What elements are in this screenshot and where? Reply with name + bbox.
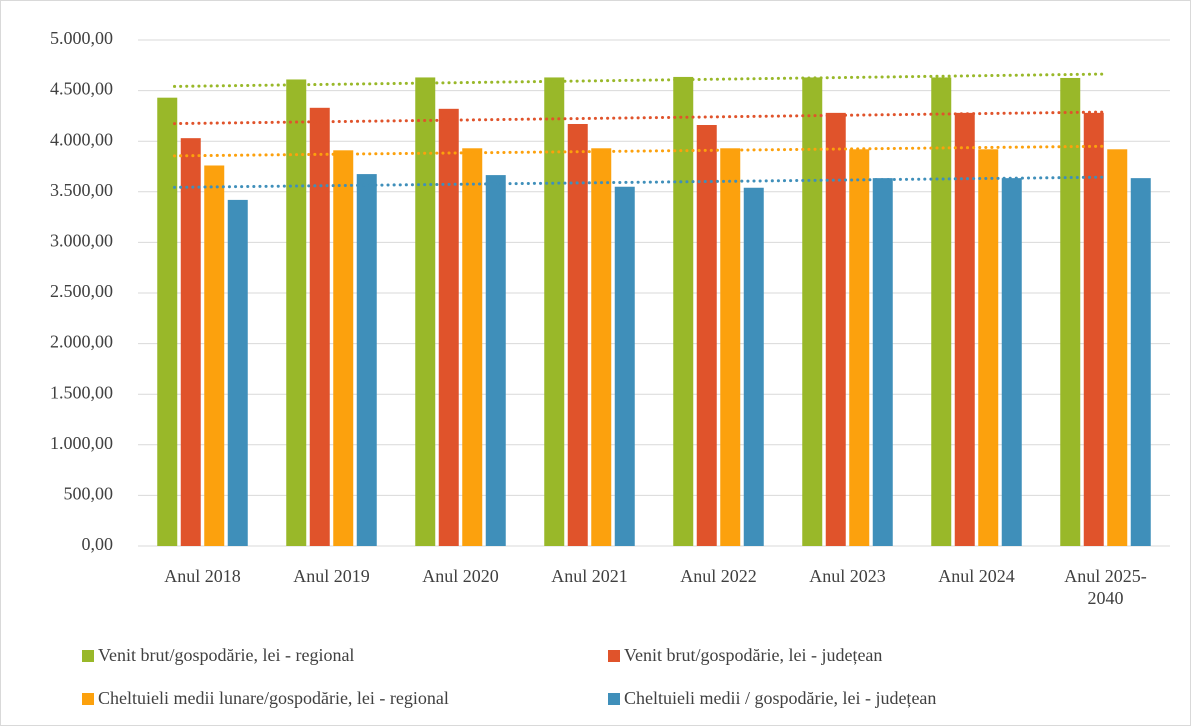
bar	[802, 77, 823, 546]
bar	[931, 77, 952, 546]
y-tick-label: 3.500,00	[50, 180, 113, 200]
bar	[978, 149, 999, 546]
bar	[333, 150, 354, 547]
y-tick-label: 2.500,00	[50, 281, 113, 301]
trendline	[173, 72, 1107, 88]
y-tick-label: 0,00	[82, 534, 114, 554]
legend-label: Cheltuieli medii lunare/gospodărie, lei …	[98, 688, 449, 708]
legend-swatch	[82, 649, 94, 662]
y-tick-label: 4.500,00	[50, 79, 113, 99]
x-tick-label: Anul 2021	[551, 566, 628, 586]
x-tick-label: Anul 2024	[938, 566, 1015, 586]
bar	[567, 123, 588, 546]
legend-label: Cheltuieli medii / gospodărie, lei - jud…	[624, 688, 937, 708]
bar	[204, 165, 225, 546]
bar	[673, 76, 694, 547]
bar	[720, 148, 741, 546]
bar	[415, 77, 436, 546]
trendline	[173, 175, 1107, 189]
x-tick-label: Anul 2020	[422, 566, 499, 586]
legend-item: Cheltuieli medii lunare/gospodărie, lei …	[82, 688, 449, 709]
bar	[954, 112, 975, 546]
x-tick-label: Anul 2022	[680, 566, 757, 586]
legend-item: Venit brut/gospodărie, lei - regional	[82, 645, 354, 666]
x-tick-label: Anul 2025-2040	[1064, 566, 1147, 608]
legend-swatch	[82, 692, 94, 705]
bar	[1001, 178, 1022, 546]
y-tick-label: 5.000,00	[50, 28, 113, 48]
legend-item: Cheltuieli medii / gospodărie, lei - jud…	[608, 688, 936, 709]
bar	[485, 175, 506, 547]
legend-item: Venit brut/gospodărie, lei - județean	[608, 645, 882, 666]
trendline	[173, 110, 1107, 126]
bar	[591, 148, 612, 546]
bar	[872, 178, 893, 546]
bar	[696, 125, 717, 547]
legend-swatch	[608, 649, 620, 662]
bar	[1107, 149, 1128, 546]
bar	[1130, 178, 1151, 546]
legend-label: Venit brut/gospodărie, lei - regional	[98, 645, 355, 665]
bar	[356, 174, 377, 546]
bar	[1083, 112, 1104, 546]
bar	[614, 186, 635, 547]
bar	[180, 138, 201, 546]
bar	[227, 199, 248, 546]
legend-swatch	[608, 692, 620, 705]
bar	[462, 148, 483, 546]
x-tick-label: Anul 2023	[809, 566, 886, 586]
y-tick-label: 1.000,00	[50, 433, 113, 453]
bar	[825, 112, 846, 546]
bar	[849, 149, 870, 546]
y-tick-label: 500,00	[64, 484, 114, 504]
x-tick-label: Anul 2018	[164, 566, 241, 586]
bar	[286, 79, 307, 546]
trendline	[173, 144, 1107, 158]
bar	[309, 107, 330, 546]
y-tick-label: 1.500,00	[50, 382, 113, 402]
bar	[743, 187, 764, 546]
y-tick-label: 4.000,00	[50, 129, 113, 149]
bar	[1060, 77, 1081, 546]
legend-label: Venit brut/gospodărie, lei - județean	[624, 645, 883, 665]
x-tick-label: Anul 2019	[293, 566, 370, 586]
y-tick-label: 3.000,00	[50, 231, 113, 251]
bar	[544, 77, 565, 546]
bar	[438, 108, 459, 546]
y-tick-label: 2.000,00	[50, 332, 113, 352]
bar	[157, 97, 178, 547]
